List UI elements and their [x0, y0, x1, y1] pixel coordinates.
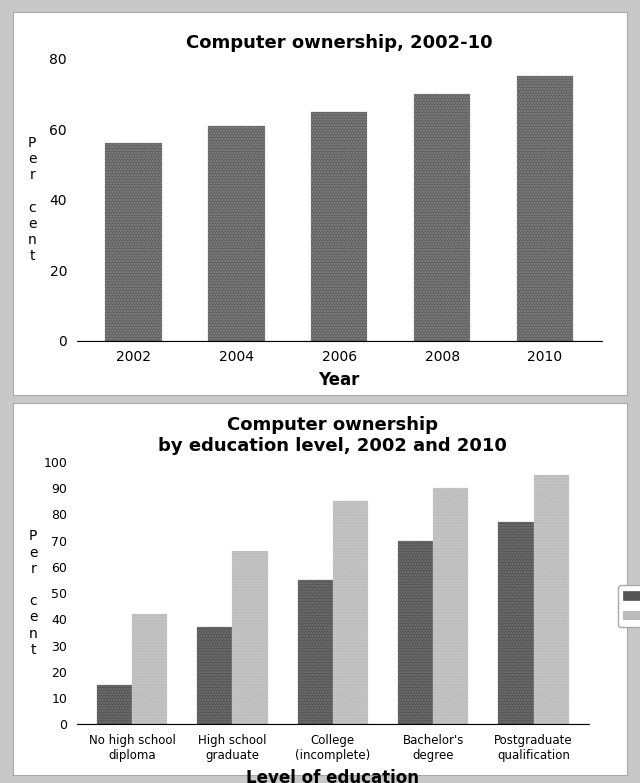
- Bar: [534, 475, 569, 724]
- X-axis label: Level of education: Level of education: [246, 769, 419, 783]
- Bar: [97, 685, 132, 724]
- Bar: [414, 94, 470, 341]
- Bar: [208, 125, 264, 341]
- Bar: [197, 627, 232, 724]
- Bar: [516, 76, 573, 341]
- X-axis label: Year: Year: [319, 371, 360, 389]
- Title: Computer ownership
by education level, 2002 and 2010: Computer ownership by education level, 2…: [158, 416, 508, 455]
- Bar: [232, 551, 268, 724]
- Bar: [499, 522, 534, 724]
- Bar: [333, 501, 368, 724]
- Bar: [105, 143, 162, 341]
- Bar: [398, 540, 433, 724]
- Legend: 2002, 2010: 2002, 2010: [618, 585, 640, 627]
- Bar: [311, 111, 367, 341]
- Bar: [132, 614, 167, 724]
- Bar: [433, 489, 468, 724]
- Y-axis label: P
e
r

c
e
n
t: P e r c e n t: [29, 529, 38, 657]
- Title: Computer ownership, 2002-10: Computer ownership, 2002-10: [186, 34, 493, 52]
- Bar: [298, 580, 333, 724]
- Y-axis label: P
e
r

c
e
n
t: P e r c e n t: [28, 136, 36, 263]
